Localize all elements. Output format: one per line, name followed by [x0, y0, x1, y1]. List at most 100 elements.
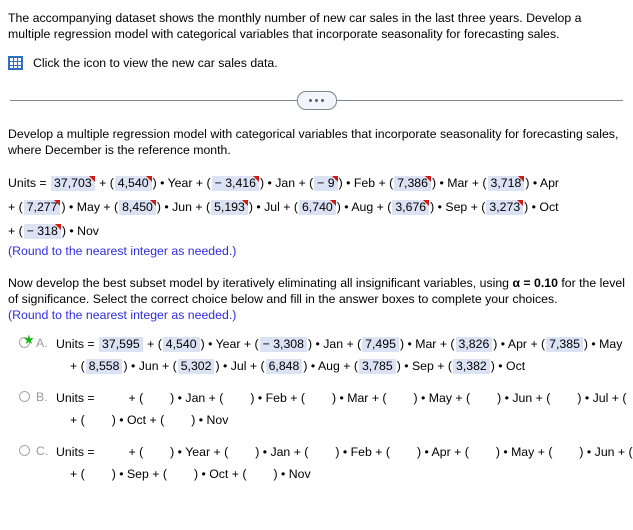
answer-box-may[interactable]: 7,277: [23, 200, 61, 215]
term-var-a-jan: Jan: [323, 337, 344, 351]
data-icon-row[interactable]: Click the icon to view the new car sales…: [8, 56, 625, 70]
answer-box-a-may[interactable]: 7,385: [546, 337, 583, 352]
part2-prompt-pre: Now develop the best subset model by ite…: [8, 276, 513, 290]
term-var-feb: Feb: [353, 176, 376, 190]
term-var-a-year: Year: [215, 337, 241, 351]
choice-a-line-2: + (8,558) • Jun + (5,302) • Jul + (6,848…: [70, 359, 526, 374]
units-label-b: Units =: [56, 391, 95, 405]
choice-a-letter: A.: [36, 336, 48, 350]
radio-circle-icon: [19, 445, 30, 456]
choice-list: ★ A. Units = 37,595 + (4,540) • Year + (…: [8, 333, 633, 485]
answer-box-aug[interactable]: 6,740: [298, 200, 336, 215]
answer-box-a-jul[interactable]: 5,302: [177, 359, 215, 374]
term-var-b-may: May: [428, 391, 452, 405]
dot-2: [315, 99, 318, 102]
answer-box-a-jan[interactable]: − 3,308: [259, 337, 307, 352]
answer-box-nov[interactable]: − 318: [23, 224, 61, 239]
term-var-apr: Apr: [539, 176, 560, 190]
term-var-b-jul: Jul: [592, 391, 609, 405]
term-var-year: Year: [167, 176, 193, 190]
term-var-jan: Jan: [275, 176, 296, 190]
answer-box-sep[interactable]: 3,676: [392, 200, 430, 215]
answer-box-oct[interactable]: 3,273: [486, 200, 524, 215]
radio-circle-icon: [19, 391, 30, 402]
term-var-b-oct: Oct: [126, 413, 147, 427]
term-var-c-jan: Jan: [270, 445, 291, 459]
term-var-a-may: May: [599, 337, 623, 351]
answer-box-a-sep[interactable]: 3,785: [358, 359, 396, 374]
choice-a[interactable]: ★ A. Units = 37,595 + (4,540) • Year + (…: [8, 333, 625, 377]
term-var-oct: Oct: [539, 200, 559, 214]
dot-1: [309, 99, 312, 102]
choice-b-content: Units = + () • Jan + () • Feb + () • Mar…: [56, 387, 633, 431]
term-var-b-mar: Mar: [347, 391, 369, 405]
term-var-c-jun: Jun: [594, 445, 615, 459]
term-var-nov: Nov: [77, 224, 99, 238]
data-icon-label[interactable]: Click the icon to view the new car sales…: [33, 56, 278, 70]
radio-b[interactable]: [18, 389, 34, 405]
part1-equation: Units = 37,703 + (4,540) • Year + (− 3,4…: [8, 171, 625, 243]
more-options-button[interactable]: [296, 91, 337, 110]
term-var-mar: Mar: [447, 176, 469, 190]
answer-box-feb[interactable]: − 9: [314, 176, 339, 191]
term-var-c-sep: Sep: [126, 467, 149, 481]
answer-box-a-aug[interactable]: 6,848: [265, 359, 303, 374]
radio-a[interactable]: ★: [18, 332, 35, 351]
choice-b-line-2: + () • Oct + () • Nov: [70, 413, 229, 427]
term-var-jul: Jul: [264, 200, 280, 214]
term-var-a-mar: Mar: [415, 337, 437, 351]
term-var-a-aug: Aug: [317, 359, 340, 373]
part2-round-note: (Round to the nearest integer as needed.…: [8, 308, 237, 322]
answer-box-a-mar[interactable]: 7,495: [362, 337, 399, 352]
answer-box-a-intercept[interactable]: 37,595: [99, 337, 143, 352]
term-var-c-feb: Feb: [350, 445, 372, 459]
answer-box-apr[interactable]: 3,718: [487, 176, 525, 191]
choice-c-letter: C.: [36, 444, 49, 458]
units-label-c: Units =: [56, 445, 95, 459]
term-var-c-oct: Oct: [209, 467, 229, 481]
answer-box-jan[interactable]: − 3,416: [211, 176, 260, 191]
term-var-a-apr: Apr: [507, 337, 528, 351]
answer-box-a-apr[interactable]: 3,826: [455, 337, 493, 352]
term-var-c-may: May: [511, 445, 535, 459]
intro-paragraph: The accompanying dataset shows the month…: [8, 11, 582, 41]
radio-circle-icon: [19, 337, 30, 348]
term-var-b-nov: Nov: [206, 413, 229, 427]
equation-line-1: Units = 37,703 + (4,540) • Year + (− 3,4…: [8, 176, 560, 191]
answer-box-jun[interactable]: 8,450: [119, 200, 156, 215]
equation-line-3: + (− 318) • Nov: [8, 224, 99, 239]
answer-box-jul[interactable]: 5,193: [211, 200, 248, 215]
answer-box-a-year[interactable]: 4,540: [162, 337, 200, 352]
part1-round-note: (Round to the nearest integer as needed.…: [8, 244, 237, 258]
answer-box-year[interactable]: 4,540: [114, 176, 152, 191]
answer-box-a-oct[interactable]: 3,382: [453, 359, 490, 374]
part2-prompt: Now develop the best subset model by ite…: [8, 275, 625, 307]
green-star-icon: ★: [23, 332, 35, 347]
answer-box-mar[interactable]: 7,386: [394, 176, 431, 191]
term-var-a-jun: Jun: [138, 359, 159, 373]
term-var-a-sep: Sep: [411, 359, 434, 373]
term-var-c-nov: Nov: [288, 467, 311, 481]
radio-c[interactable]: [18, 443, 34, 459]
table-icon[interactable]: [8, 56, 23, 70]
choice-a-content: Units = 37,595 + (4,540) • Year + (− 3,3…: [56, 333, 622, 377]
choice-a-line-1: Units = 37,595 + (4,540) • Year + (− 3,3…: [56, 337, 623, 352]
part2-prompt-post: for the level of significance. Select th…: [8, 276, 625, 306]
units-label-a: Units =: [56, 337, 95, 351]
answer-box-intercept[interactable]: 37,703: [51, 176, 95, 191]
term-var-b-feb: Feb: [265, 391, 287, 405]
term-var-may: May: [76, 200, 100, 214]
choice-c-content: Units = + () • Year + () • Jan + () • Fe…: [56, 441, 633, 485]
choice-c-line-2: + () • Sep + () • Oct + () • Nov: [70, 467, 311, 481]
term-var-a-jul: Jul: [230, 359, 247, 373]
term-var-c-apr: Apr: [431, 445, 451, 459]
question-body: Develop a multiple regression model with…: [8, 126, 633, 485]
alpha-value: α = 0.10: [512, 276, 558, 290]
term-var-sep: Sep: [445, 200, 468, 214]
choice-c[interactable]: C. Units = + () • Year + () • Jan + () •…: [8, 441, 633, 485]
term-var-aug: Aug: [351, 200, 374, 214]
choice-b[interactable]: B. Units = + () • Jan + () • Feb + () • …: [8, 387, 626, 431]
term-var-a-oct: Oct: [506, 359, 526, 373]
answer-box-a-jun[interactable]: 8,558: [85, 359, 123, 374]
term-var-b-jan: Jan: [185, 391, 206, 405]
